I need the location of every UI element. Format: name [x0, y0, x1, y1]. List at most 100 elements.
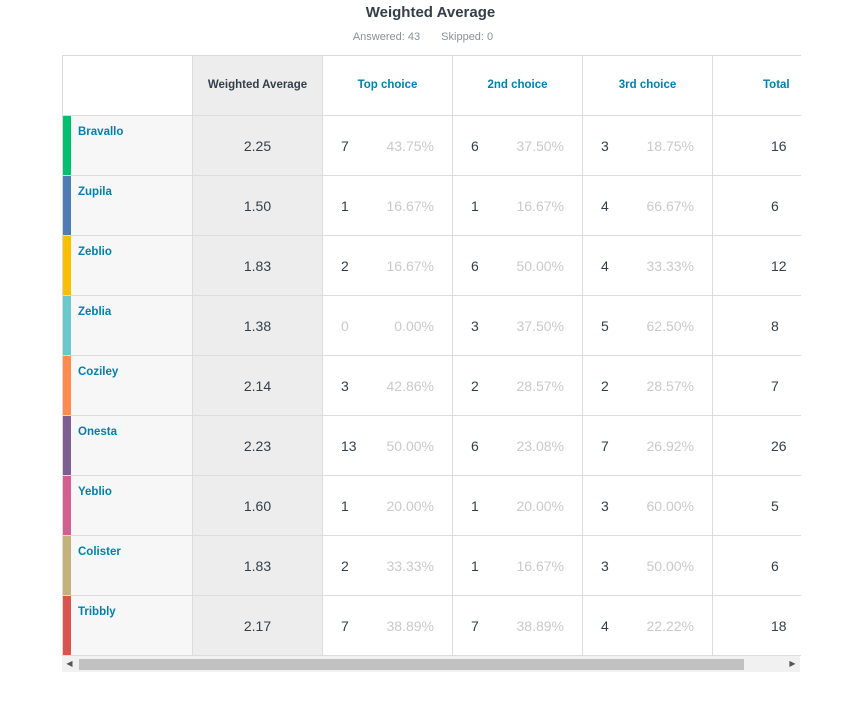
top-choice-cell: 3 42.86%: [323, 356, 453, 416]
count-value: 7: [341, 138, 349, 154]
percent-value: 62.50%: [646, 318, 694, 334]
percent-value: 33.33%: [386, 558, 434, 574]
count-value: 6: [471, 438, 479, 454]
series-color-bar: [63, 116, 71, 175]
weighted-average-value: 2.25: [243, 138, 272, 154]
percent-value: 28.57%: [646, 378, 694, 394]
horizontal-scrollbar[interactable]: ◀ ▶: [62, 656, 800, 672]
top-choice-cell: 7 38.89%: [323, 596, 453, 656]
total-value: 18: [771, 618, 787, 634]
header-corner: [63, 56, 193, 116]
third-choice-cell: 4 22.22%: [583, 596, 713, 656]
total-value: 6: [771, 198, 779, 214]
percent-value: 38.89%: [516, 618, 564, 634]
row-label-cell: Zeblio: [63, 236, 193, 296]
row-label[interactable]: Coziley: [78, 366, 119, 378]
percent-value: 22.22%: [646, 618, 694, 634]
table-row: Zupila 1.50 1 16.67% 1 16.67% 4 66.67% 6: [63, 176, 801, 236]
table-row: Onesta 2.23 13 50.00% 6 23.08% 7 26.92% 26: [63, 416, 801, 476]
total-cell: 12: [713, 236, 801, 296]
weighted-average-value: 1.38: [243, 318, 272, 334]
series-color-bar: [63, 416, 71, 475]
count-value: 1: [471, 558, 479, 574]
count-value: 2: [471, 378, 479, 394]
count-value: 3: [601, 138, 609, 154]
table-row: Yeblio 1.60 1 20.00% 1 20.00% 3 60.00% 5: [63, 476, 801, 536]
top-choice-cell: 7 43.75%: [323, 116, 453, 176]
row-label-cell: Bravallo: [63, 116, 193, 176]
percent-value: 16.67%: [516, 198, 564, 214]
count-value: 7: [471, 618, 479, 634]
table-row: Zeblia 1.38 0 0.00% 3 37.50% 5 62.50% 8: [63, 296, 801, 356]
count-value: 1: [471, 198, 479, 214]
percent-value: 50.00%: [386, 438, 434, 454]
row-label[interactable]: Colister: [78, 546, 121, 558]
total-value: 6: [771, 558, 779, 574]
series-color-bar: [63, 356, 71, 415]
count-value: 4: [601, 198, 609, 214]
row-label[interactable]: Bravallo: [78, 126, 124, 138]
weighted-average-cell: 1.38: [193, 296, 323, 356]
percent-value: 20.00%: [386, 498, 434, 514]
third-choice-cell: 3 50.00%: [583, 536, 713, 596]
second-choice-cell: 1 20.00%: [453, 476, 583, 536]
weighted-average-cell: 1.83: [193, 236, 323, 296]
weighted-average-value: 1.83: [243, 258, 272, 274]
results-table: Weighted Average Top choice 2nd choice 3…: [62, 55, 801, 657]
row-label[interactable]: Onesta: [78, 426, 117, 438]
top-choice-cell: 13 50.00%: [323, 416, 453, 476]
percent-value: 38.89%: [386, 618, 434, 634]
third-choice-cell: 7 26.92%: [583, 416, 713, 476]
row-label[interactable]: Tribbly: [78, 606, 116, 618]
percent-value: 26.92%: [646, 438, 694, 454]
row-label[interactable]: Zeblia: [78, 306, 112, 318]
series-color-bar: [63, 596, 71, 655]
row-label[interactable]: Zupila: [78, 186, 112, 198]
count-value: 6: [471, 138, 479, 154]
percent-value: 37.50%: [516, 318, 564, 334]
percent-value: 50.00%: [516, 258, 564, 274]
percent-value: 0.00%: [394, 318, 434, 334]
percent-value: 50.00%: [646, 558, 694, 574]
count-value: 13: [341, 438, 357, 454]
row-label-cell: Coziley: [63, 356, 193, 416]
table-row: Bravallo 2.25 7 43.75% 6 37.50% 3 18.75% 16: [63, 116, 801, 176]
row-label-cell: Tribbly: [63, 596, 193, 656]
count-value: 3: [601, 558, 609, 574]
weighted-average-cell: 1.83: [193, 536, 323, 596]
row-label[interactable]: Yeblio: [78, 486, 112, 498]
weighted-average-value: 1.50: [243, 198, 272, 214]
count-value: 2: [341, 258, 349, 274]
count-value: 7: [601, 438, 609, 454]
scroll-right-icon[interactable]: ▶: [789, 659, 796, 668]
header-2nd-choice[interactable]: 2nd choice: [453, 56, 583, 116]
percent-value: 60.00%: [646, 498, 694, 514]
percent-value: 16.67%: [516, 558, 564, 574]
total-value: 5: [771, 498, 779, 514]
weighted-average-value: 2.14: [243, 378, 272, 394]
third-choice-cell: 2 28.57%: [583, 356, 713, 416]
scrollbar-thumb[interactable]: [79, 659, 744, 670]
series-color-bar: [63, 176, 71, 235]
top-choice-cell: 2 16.67%: [323, 236, 453, 296]
series-color-bar: [63, 236, 71, 295]
scroll-left-icon[interactable]: ◀: [66, 659, 73, 668]
header-top-choice[interactable]: Top choice: [323, 56, 453, 116]
row-label[interactable]: Zeblio: [78, 246, 112, 258]
header-total[interactable]: Total: [713, 56, 801, 116]
percent-value: 23.08%: [516, 438, 564, 454]
total-value: 8: [771, 318, 779, 334]
total-cell: 6: [713, 176, 801, 236]
row-label-cell: Zeblia: [63, 296, 193, 356]
header-3rd-choice[interactable]: 3rd choice: [583, 56, 713, 116]
count-value: 1: [341, 498, 349, 514]
weighted-average-value: 2.23: [243, 438, 272, 454]
total-cell: 16: [713, 116, 801, 176]
total-cell: 7: [713, 356, 801, 416]
third-choice-cell: 4 66.67%: [583, 176, 713, 236]
count-value: 5: [601, 318, 609, 334]
weighted-average-cell: 1.50: [193, 176, 323, 236]
second-choice-cell: 1 16.67%: [453, 176, 583, 236]
second-choice-cell: 6 50.00%: [453, 236, 583, 296]
percent-value: 42.86%: [386, 378, 434, 394]
